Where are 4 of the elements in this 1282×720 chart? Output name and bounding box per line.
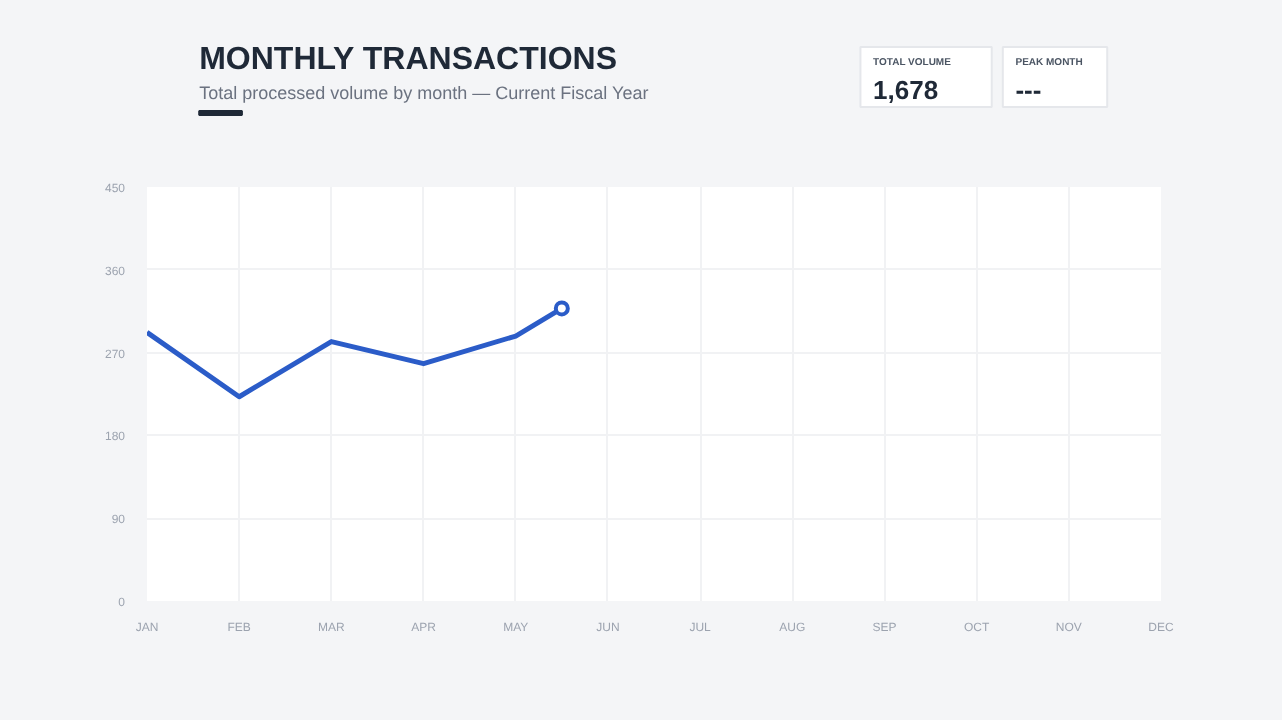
text: 1,678 <box>873 75 939 105</box>
chart-subtitle: Total processed volume by month — Current Fiscal Year <box>199 83 649 103</box>
chart-title: MONTHLY TRANSACTIONS <box>199 43 618 77</box>
text: --- <box>1015 75 1042 105</box>
